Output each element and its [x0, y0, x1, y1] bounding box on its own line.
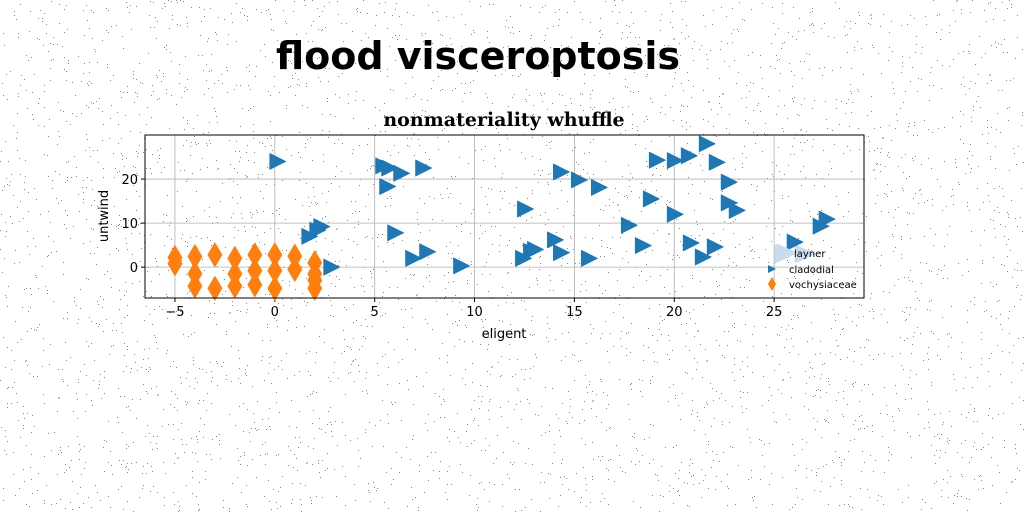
x-tick-label: 25 — [766, 305, 783, 320]
grid — [145, 135, 864, 298]
data-point — [680, 147, 698, 165]
data-point — [247, 272, 263, 298]
data-point — [570, 171, 588, 189]
legend-label: layner — [794, 249, 826, 260]
y-tick-label: 0 — [130, 261, 138, 276]
legend: layner cladodial vochysiaceae — [768, 243, 857, 291]
x-tick-label: −5 — [165, 305, 184, 320]
data-point — [648, 151, 666, 169]
data-point — [207, 275, 223, 301]
series-vochysiaceae — [167, 242, 323, 301]
data-point — [379, 178, 397, 195]
data-point — [527, 241, 544, 258]
data-point — [287, 256, 303, 282]
y-tick-label: 20 — [121, 173, 138, 188]
legend-label: cladodial — [789, 265, 834, 276]
data-point — [812, 217, 830, 235]
data-point — [720, 173, 738, 191]
data-point — [580, 249, 598, 267]
data-point — [786, 233, 804, 251]
legend-marker — [768, 265, 776, 273]
y-axis-label: untwind — [97, 190, 112, 242]
data-point — [547, 231, 564, 249]
data-point — [708, 153, 726, 171]
data-point — [167, 251, 183, 277]
legend-marker — [768, 277, 776, 291]
data-point — [706, 238, 724, 256]
data-point — [553, 163, 570, 181]
plot-frame — [144, 134, 865, 299]
data-point — [517, 200, 534, 218]
x-tick-label: 20 — [666, 305, 683, 320]
data-point — [307, 275, 323, 301]
data-point — [419, 243, 437, 261]
chart-title: nonmateriality whuffle — [383, 109, 624, 131]
data-point — [666, 205, 684, 223]
data-point — [415, 159, 433, 177]
data-point — [323, 258, 341, 276]
data-point — [620, 216, 638, 234]
data-point — [682, 234, 700, 252]
x-axis-label: eligent — [482, 327, 527, 342]
data-point — [590, 179, 608, 196]
data-point — [666, 152, 684, 169]
axis-ticks: −5 0 5 10 15 20 25 0 10 20 — [121, 173, 782, 320]
x-tick-label: 15 — [566, 305, 583, 320]
data-point — [453, 257, 470, 275]
data-point — [634, 237, 652, 254]
data-point — [698, 135, 716, 153]
data-point — [405, 249, 423, 267]
data-marks — [167, 135, 836, 301]
y-tick-label: 10 — [121, 217, 138, 232]
data-point — [313, 218, 331, 236]
legend-marker — [776, 243, 798, 263]
data-point — [381, 159, 399, 177]
data-point — [393, 164, 411, 182]
x-tick-label: 10 — [466, 305, 483, 320]
x-tick-label: 5 — [371, 305, 379, 320]
data-point — [207, 242, 223, 268]
data-point — [387, 224, 405, 242]
data-point — [728, 201, 746, 219]
data-point — [642, 190, 660, 208]
series-cladodial — [269, 135, 836, 276]
page-title: flood visceroptosis — [275, 34, 681, 78]
legend-label: vochysiaceae — [789, 280, 857, 291]
data-point — [553, 244, 570, 262]
data-point — [269, 153, 287, 170]
x-tick-label: 0 — [271, 305, 279, 320]
data-point — [267, 275, 283, 301]
data-point — [694, 248, 712, 266]
